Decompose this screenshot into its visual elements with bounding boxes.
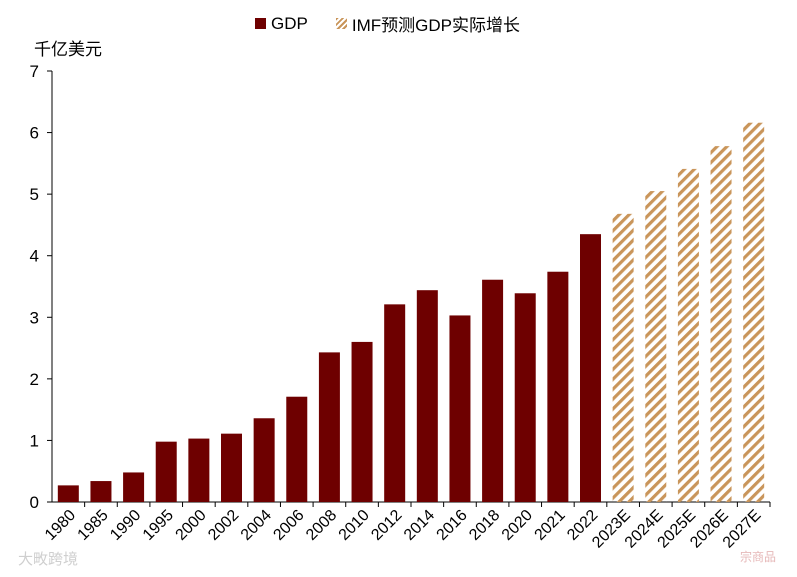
- legend-label-imf-forecast: IMF预测GDP实际增长: [351, 16, 520, 35]
- bar-gdp: [482, 279, 504, 502]
- x-tick-label: 2021: [532, 507, 569, 544]
- bar-gdp: [318, 352, 340, 502]
- x-tick-label: 2014: [401, 507, 438, 544]
- legend-item-gdp: GDP: [255, 14, 308, 34]
- watermark-right: 宗商品: [740, 550, 777, 564]
- x-tick-label: 2000: [173, 507, 210, 544]
- bar-gdp: [155, 441, 177, 502]
- y-tick-label: 4: [30, 247, 39, 266]
- bar-gdp: [547, 271, 569, 502]
- chart-legend: GDP IMF预测GDP实际增长: [255, 11, 548, 36]
- x-tick-label: 1990: [107, 507, 144, 544]
- x-tick-label: 1980: [42, 507, 79, 544]
- bar-gdp: [384, 304, 406, 502]
- x-tick-label: 2002: [205, 507, 242, 544]
- x-tick-label: 2018: [466, 507, 503, 544]
- bar-gdp: [57, 485, 79, 502]
- legend-swatch-imf-forecast: [335, 18, 347, 29]
- bar-gdp: [416, 290, 438, 502]
- legend-swatch-gdp: [255, 18, 266, 29]
- y-tick-label: 2: [30, 370, 39, 389]
- watermark-left: 大畋跨境: [18, 551, 79, 568]
- bar-gdp: [351, 341, 373, 502]
- y-tick-label: 7: [30, 62, 39, 81]
- x-tick-label: 2006: [270, 507, 307, 544]
- bar-imf-forecast: [645, 191, 667, 503]
- y-tick-label: 5: [30, 185, 39, 204]
- bar-gdp: [514, 293, 536, 502]
- bar-imf-forecast: [612, 213, 634, 503]
- bar-gdp: [449, 315, 471, 502]
- x-tick-label: 2012: [368, 507, 405, 544]
- bar-gdp: [90, 481, 112, 502]
- x-tick-label: 1985: [75, 507, 112, 544]
- x-tick-label: 2008: [303, 507, 340, 544]
- legend-item-imf-forecast: IMF预测GDP实际增长: [335, 11, 520, 36]
- bar-gdp: [123, 472, 145, 502]
- y-tick-label: 3: [30, 308, 39, 327]
- x-tick-label: 1995: [140, 507, 177, 544]
- bar-gdp: [580, 234, 601, 502]
- bar-gdp: [286, 396, 308, 502]
- bar-imf-forecast: [743, 122, 765, 502]
- bar-gdp: [221, 433, 242, 502]
- y-tick-label: 6: [30, 124, 39, 143]
- x-tick-label: 2004: [238, 507, 275, 544]
- y-tick-label: 1: [30, 431, 39, 450]
- x-tick-label: 2010: [336, 507, 373, 544]
- x-tick-label: 2016: [434, 507, 471, 544]
- y-axis-unit-label: 千亿美元: [34, 40, 102, 59]
- bar-imf-forecast: [710, 146, 732, 503]
- bar-imf-forecast: [677, 168, 699, 503]
- x-tick-label: 2020: [499, 507, 536, 544]
- legend-label-gdp: GDP: [271, 13, 308, 33]
- bar-gdp: [188, 438, 210, 502]
- y-tick-label: 0: [30, 493, 39, 512]
- bar-gdp: [253, 418, 275, 502]
